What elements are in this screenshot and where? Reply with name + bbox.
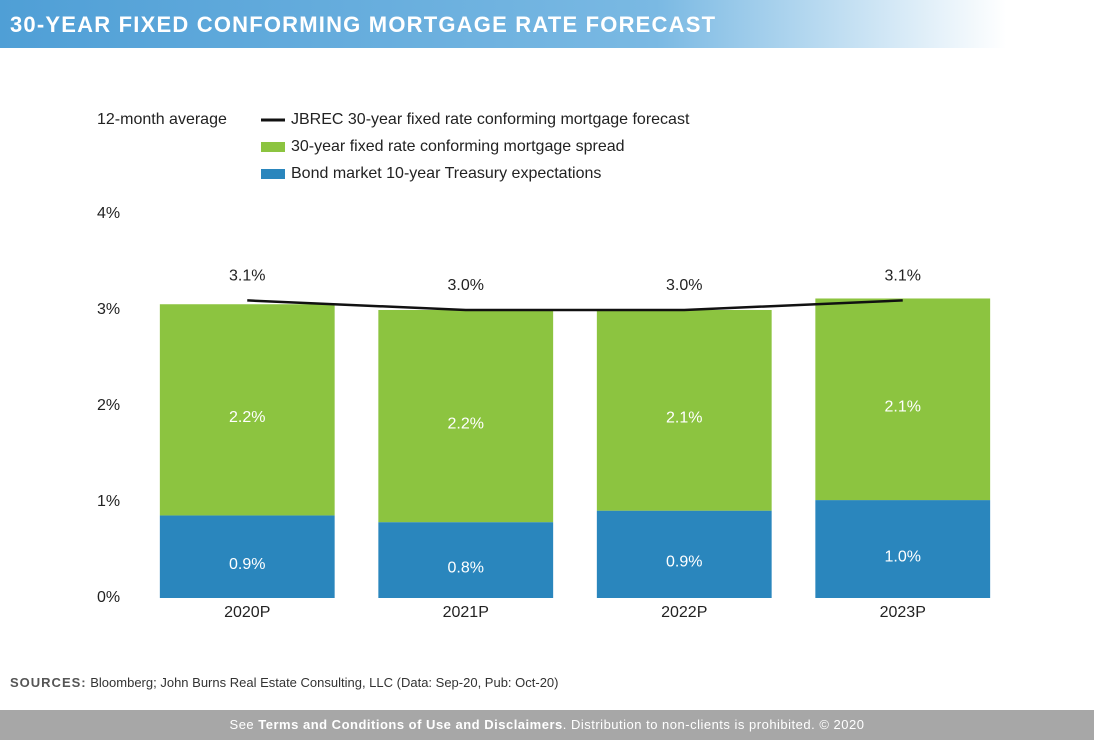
legend-title: 12-month average — [97, 111, 227, 128]
bar-value-label: 2.1% — [666, 410, 702, 427]
legend-swatch — [261, 142, 285, 152]
bar-segment — [159, 304, 335, 516]
bar-value-label: 0.9% — [666, 554, 702, 571]
line-value-label: 3.1% — [885, 268, 921, 285]
legend-swatch — [261, 169, 285, 179]
line-value-label: 3.1% — [229, 268, 265, 285]
y-tick-label: 2% — [97, 397, 120, 414]
footer: See Terms and Conditions of Use and Disc… — [0, 710, 1094, 740]
bar-segment — [815, 500, 991, 598]
bar-value-label: 1.0% — [885, 548, 921, 565]
bar-value-label: 0.9% — [229, 556, 265, 573]
chart: 0% 1% 2% 3% 4% 12-month average JBREC 30-year … — [97, 111, 991, 621]
bar-value-label: 2.1% — [885, 398, 921, 415]
x-tick-label: 2023P — [880, 604, 926, 621]
x-tick-label: 2021P — [443, 604, 489, 621]
footer-suffix: . Distribution to non-clients is prohibi… — [562, 717, 865, 732]
footer-link[interactable]: Terms and Conditions of Use and Disclaim… — [258, 717, 563, 732]
y-tick-label: 1% — [97, 493, 120, 510]
forecast-line — [247, 299, 903, 312]
y-tick-label: 4% — [97, 205, 120, 222]
x-tick-label: 2020P — [224, 604, 270, 621]
bar-segment — [596, 510, 772, 598]
sources-label: SOURCES: — [10, 675, 87, 690]
bar-segment — [378, 522, 554, 598]
sources-text: Bloomberg; John Burns Real Estate Consul… — [90, 675, 559, 690]
bar-segment — [378, 310, 554, 523]
y-tick-label: 0% — [97, 589, 120, 606]
sources: SOURCES: Bloomberg; John Burns Real Esta… — [10, 675, 559, 690]
line-value-label: 3.0% — [666, 277, 702, 294]
legend-label: JBREC 30-year fixed rate conforming mort… — [291, 111, 690, 128]
bar-value-label: 2.2% — [229, 409, 265, 426]
page-title: 30-YEAR FIXED CONFORMING MORTGAGE RATE F… — [10, 12, 717, 37]
bar-segment — [596, 310, 772, 511]
line-value-label: 3.0% — [448, 277, 484, 294]
bar-value-label: 0.8% — [448, 559, 484, 576]
footer-prefix: See — [229, 717, 255, 732]
legend-label: 30-year fixed rate conforming mortgage s… — [291, 138, 625, 155]
bar-segment — [815, 298, 991, 501]
y-tick-label: 3% — [97, 301, 120, 318]
bar-value-label: 2.2% — [448, 415, 484, 432]
header-banner: 30-YEAR FIXED CONFORMING MORTGAGE RATE F… — [0, 0, 1094, 48]
x-tick-label: 2022P — [661, 604, 707, 621]
legend-label: Bond market 10-year Treasury expectation… — [291, 165, 601, 182]
bar-segment — [159, 515, 335, 598]
